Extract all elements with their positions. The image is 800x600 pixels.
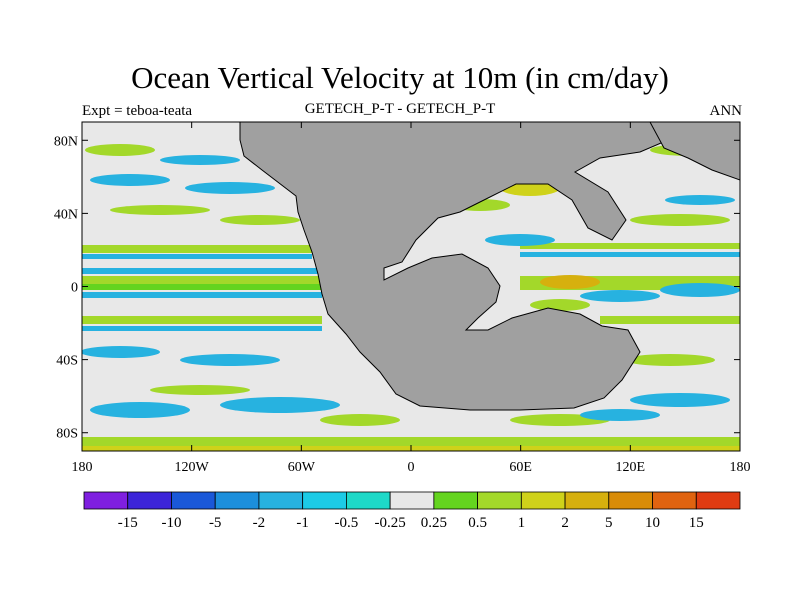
colorbar-swatch xyxy=(171,491,216,510)
colorbar-label: -2 xyxy=(253,515,266,531)
lat-tick-label: 40N xyxy=(54,207,78,222)
colorbar-label: 0.5 xyxy=(468,515,487,531)
lon-tick-label: 60W xyxy=(288,460,316,475)
colorbar-label: -1 xyxy=(296,515,309,531)
colorbar-label: 10 xyxy=(645,515,660,531)
colorbar-label: 2 xyxy=(561,515,569,531)
colorbar-swatch xyxy=(652,491,697,510)
colorbar-label: 0.25 xyxy=(421,515,447,531)
map-title: Ocean Vertical Velocity at 10m (in cm/da… xyxy=(131,60,669,95)
experiment-label: Expt = teboa-teata xyxy=(82,103,193,119)
colorbar-swatch xyxy=(83,491,129,510)
colorbar-swatch xyxy=(477,491,522,510)
model-label: GETECH_P-T - GETECH_P-T xyxy=(304,101,496,117)
colorbar-swatch xyxy=(564,491,610,510)
lat-tick-label: 80N xyxy=(54,134,78,149)
colorbar-label: -10 xyxy=(161,515,181,531)
season-label: ANN xyxy=(709,103,743,119)
colorbar-swatch xyxy=(433,491,479,510)
lat-tick-label: 0 xyxy=(71,281,78,296)
lon-tick-label: 120W xyxy=(175,460,210,475)
colorbar-swatch xyxy=(608,491,653,510)
colorbar-label: -15 xyxy=(118,515,138,531)
colorbar-label: -0.25 xyxy=(375,515,406,531)
colorbar-swatch xyxy=(389,491,435,510)
colorbar-swatch xyxy=(127,491,172,510)
colorbar-swatch xyxy=(520,491,566,510)
colorbar-swatch xyxy=(258,491,304,510)
pangaea-landmass xyxy=(239,122,740,411)
colorbar-label: 1 xyxy=(518,515,526,531)
northeast-landmass xyxy=(649,122,740,181)
colorbar-swatch xyxy=(345,491,391,510)
colorbar-swatch xyxy=(695,491,741,510)
colorbar-swatch xyxy=(302,491,347,510)
lon-tick-label: 0 xyxy=(408,460,415,475)
lat-tick-label: 80S xyxy=(56,427,78,442)
lon-tick-label: 180 xyxy=(730,460,751,475)
colorbar-label: -0.5 xyxy=(335,515,359,531)
colorbar-swatch xyxy=(214,491,260,510)
lat-tick-label: 40S xyxy=(56,354,78,369)
colorbar-label: 5 xyxy=(605,515,613,531)
longitude-axis: 180 120W 60W 0 60E 120E 180 xyxy=(72,122,751,475)
colorbar-label: 15 xyxy=(689,515,704,531)
lon-tick-label: 120E xyxy=(616,460,646,475)
latitude-axis: 80N 40N 0 40S 80S xyxy=(54,134,740,442)
lon-tick-label: 180 xyxy=(72,460,93,475)
lon-tick-label: 60E xyxy=(509,460,532,475)
colorbar-label: -5 xyxy=(209,515,222,531)
colorbar: -15 -10 -5 -2 -1 -0.5 -0.25 0.25 0.5 1 2 5 10 15 xyxy=(83,491,741,531)
